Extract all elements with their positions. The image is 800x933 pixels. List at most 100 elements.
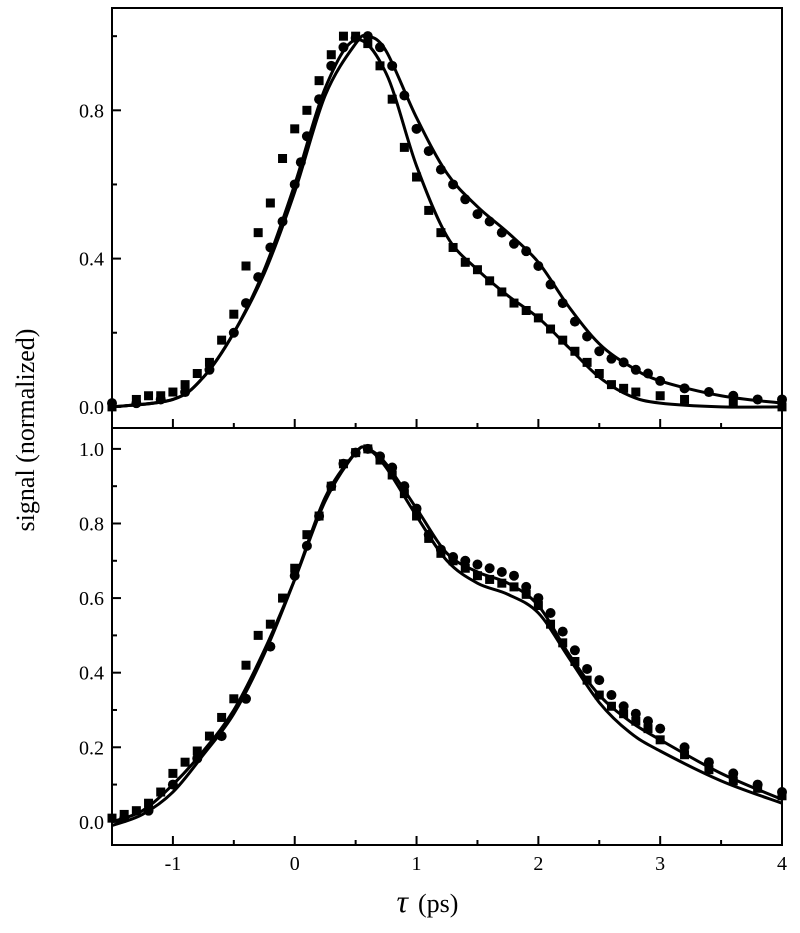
x-tick-label: 1 xyxy=(412,853,422,875)
square-point xyxy=(485,574,495,584)
square-point xyxy=(643,724,653,734)
square-point xyxy=(728,398,738,408)
circle-point xyxy=(472,559,483,570)
circle-point xyxy=(728,768,739,779)
square-point xyxy=(631,716,641,726)
circle-point xyxy=(472,209,483,220)
square-point xyxy=(229,694,239,704)
square-point xyxy=(144,798,154,808)
square-point xyxy=(192,369,202,379)
circle-point xyxy=(411,123,422,134)
x-axis-unit: (ps) xyxy=(418,889,458,918)
x-tick-label: 3 xyxy=(655,853,665,875)
circle-point xyxy=(521,581,532,592)
square-point xyxy=(570,346,580,356)
circle-point xyxy=(655,723,666,734)
square-point xyxy=(217,712,227,722)
y-tick-label: 0.0 xyxy=(79,397,104,419)
square-point xyxy=(119,809,129,819)
square-point xyxy=(107,813,117,823)
square-point xyxy=(302,530,312,540)
square-point xyxy=(290,563,300,573)
circle-point xyxy=(606,690,617,701)
circle-point xyxy=(630,708,641,719)
square-point xyxy=(229,309,239,319)
square-point xyxy=(582,357,592,367)
y-tick-label: 0.4 xyxy=(79,663,104,685)
bottom-panel: 0.0 0.2 0.4 0.6 0.8 1.0 -1 0 1 2 3 4 xyxy=(79,427,787,875)
fit-line xyxy=(111,445,783,828)
fit-line xyxy=(111,38,783,409)
circle-point xyxy=(557,626,568,637)
square-point xyxy=(704,765,714,775)
square-point xyxy=(619,709,629,719)
y-tick-label: 1.0 xyxy=(79,439,104,461)
square-point xyxy=(290,124,300,134)
circle-point xyxy=(618,701,629,712)
plot-frame xyxy=(111,427,783,846)
circle-point xyxy=(582,663,593,674)
fit-line xyxy=(111,33,783,409)
square-point xyxy=(314,76,324,86)
y-axis-label: signal (normalized) xyxy=(11,329,40,532)
square-point xyxy=(265,619,275,629)
square-point xyxy=(253,228,263,238)
circle-point xyxy=(594,675,605,686)
square-point xyxy=(387,94,397,104)
circle-point xyxy=(569,645,580,656)
circle-point xyxy=(594,346,605,357)
square-point xyxy=(460,563,470,573)
square-point xyxy=(412,172,422,182)
square-point xyxy=(777,791,787,801)
square-point xyxy=(131,394,141,404)
square-point xyxy=(156,787,166,797)
x-axis-symbol: τ xyxy=(397,883,410,919)
square-point xyxy=(253,630,263,640)
square-point xyxy=(497,578,507,588)
square-point xyxy=(326,50,336,60)
square-point xyxy=(338,31,348,41)
y-tick-label: 0.8 xyxy=(79,100,104,122)
top-panel: 0.0 0.4 0.8 xyxy=(79,7,787,429)
square-point xyxy=(302,105,312,115)
square-point xyxy=(241,660,251,670)
square-point xyxy=(192,746,202,756)
circle-point xyxy=(533,593,544,604)
square-point xyxy=(351,31,361,41)
square-point xyxy=(460,257,470,267)
square-point xyxy=(241,261,251,271)
square-point xyxy=(217,335,227,345)
square-point xyxy=(168,768,178,778)
square-point xyxy=(168,387,178,397)
x-tick-label: -1 xyxy=(165,853,182,875)
y-tick-label: 0.8 xyxy=(79,513,104,535)
square-point xyxy=(509,298,519,308)
square-point xyxy=(180,757,190,767)
square-point xyxy=(156,391,166,401)
fit-line xyxy=(111,445,783,824)
circle-point xyxy=(509,570,519,581)
circle-point xyxy=(545,608,556,619)
square-point xyxy=(472,571,482,581)
square-point xyxy=(399,142,409,152)
square-point xyxy=(424,205,434,215)
y-tick-label: 0.0 xyxy=(79,812,104,834)
square-point xyxy=(375,61,385,71)
square-point xyxy=(131,806,141,816)
square-point xyxy=(144,391,154,401)
square-point xyxy=(180,380,190,390)
x-tick-label: 4 xyxy=(777,853,787,875)
square-point xyxy=(278,154,288,164)
circle-point xyxy=(643,716,653,727)
square-point xyxy=(619,383,629,393)
square-point xyxy=(728,776,738,786)
circle-point xyxy=(448,179,459,190)
square-point xyxy=(594,369,604,379)
square-point xyxy=(655,391,665,401)
square-point xyxy=(204,357,214,367)
square-point xyxy=(436,228,446,238)
square-point xyxy=(680,394,690,404)
y-tick-label: 0.2 xyxy=(79,737,104,759)
square-point xyxy=(265,198,275,208)
